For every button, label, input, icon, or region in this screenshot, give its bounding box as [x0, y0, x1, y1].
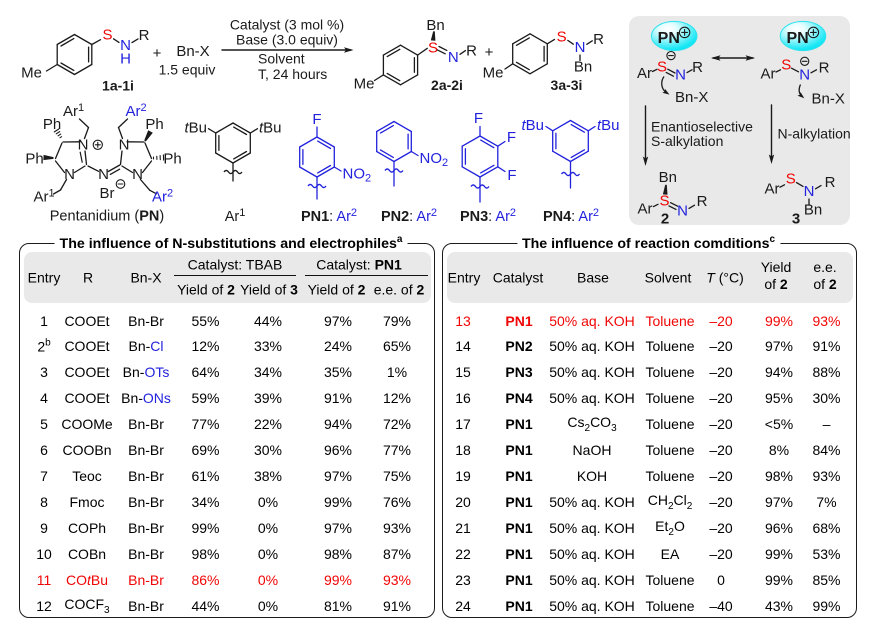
svg-text:N: N	[120, 37, 131, 54]
svg-text:Ar2: Ar2	[152, 188, 173, 206]
svg-text:Me: Me	[354, 76, 375, 93]
svg-text:S-alkylation: S-alkylation	[651, 133, 723, 149]
svg-text:Ar: Ar	[761, 66, 776, 83]
svg-text:N: N	[98, 166, 109, 183]
svg-text:NO2: NO2	[343, 166, 372, 185]
svg-text:1.5 equiv: 1.5 equiv	[159, 62, 216, 78]
svg-text:PN4: Ar2: PN4: Ar2	[543, 207, 599, 225]
svg-text:R: R	[819, 60, 830, 77]
svg-text:NO2: NO2	[420, 150, 449, 169]
svg-text:2a-2i: 2a-2i	[431, 77, 463, 93]
svg-text:S: S	[781, 57, 791, 74]
svg-text:Ar: Ar	[765, 181, 780, 198]
svg-text:PN3: Ar2: PN3: Ar2	[460, 207, 516, 225]
svg-text:2: 2	[661, 211, 669, 228]
svg-text:S: S	[657, 59, 667, 76]
svg-text:N: N	[448, 49, 459, 66]
svg-text:3: 3	[792, 211, 800, 228]
svg-text:Base (3.0 equiv): Base (3.0 equiv)	[236, 32, 338, 48]
svg-text:Bn-X: Bn-X	[176, 43, 209, 60]
svg-text:N: N	[119, 137, 130, 154]
svg-text:tBu: tBu	[521, 117, 544, 134]
svg-text:S: S	[102, 26, 112, 43]
svg-text:tBu: tBu	[184, 120, 207, 137]
svg-text:Ph: Ph	[145, 116, 163, 133]
svg-text:+: +	[153, 45, 162, 62]
svg-text:R: R	[139, 27, 150, 44]
svg-text:N: N	[675, 67, 686, 84]
svg-text:Ar: Ar	[638, 201, 653, 218]
svg-text:N: N	[575, 39, 586, 56]
svg-text:Ph: Ph	[43, 116, 61, 133]
svg-text:R: R	[692, 59, 703, 76]
svg-text:F: F	[507, 129, 516, 146]
svg-text:Bn-X: Bn-X	[812, 91, 845, 108]
svg-text:N: N	[804, 183, 815, 200]
svg-text:S: S	[557, 29, 567, 46]
svg-text:N: N	[677, 203, 688, 220]
svg-text:N: N	[799, 67, 810, 84]
svg-text:PN: PN	[658, 30, 680, 47]
svg-text:R: R	[466, 43, 477, 60]
svg-text:Ph: Ph	[25, 151, 43, 168]
svg-text:tBu: tBu	[597, 117, 620, 134]
svg-text:Bn-X: Bn-X	[675, 89, 708, 106]
svg-text:Ar1: Ar1	[33, 188, 54, 206]
svg-text:T, 24 hours: T, 24 hours	[258, 66, 327, 82]
svg-text:1a-1i: 1a-1i	[102, 77, 134, 93]
svg-text:F: F	[312, 111, 321, 128]
svg-text:R: R	[697, 193, 708, 210]
svg-text:Ar: Ar	[637, 65, 652, 82]
svg-text:N: N	[64, 166, 75, 183]
svg-text:S: S	[786, 171, 796, 188]
svg-text:tBu: tBu	[259, 120, 282, 137]
svg-text:F: F	[474, 110, 483, 127]
svg-text:Bn: Bn	[804, 202, 822, 219]
svg-text:+: +	[485, 44, 494, 61]
svg-text:Ar1: Ar1	[225, 207, 246, 225]
svg-text:Br: Br	[100, 185, 115, 202]
svg-text:Catalyst (3 mol %): Catalyst (3 mol %)	[230, 17, 344, 33]
svg-text:Bn: Bn	[426, 17, 444, 34]
svg-text:Bn: Bn	[574, 59, 592, 76]
svg-text:Pentanidium (PN): Pentanidium (PN)	[50, 209, 164, 225]
svg-text:N: N	[78, 137, 89, 154]
svg-text:PN2: Ar2: PN2: Ar2	[381, 207, 437, 225]
svg-text:Solvent: Solvent	[258, 51, 305, 67]
svg-text:Enantioselective: Enantioselective	[651, 119, 753, 135]
svg-text:PN1: Ar2: PN1: Ar2	[301, 207, 357, 225]
svg-text:3a-3i: 3a-3i	[551, 77, 583, 93]
svg-text:Me: Me	[483, 65, 504, 82]
svg-text:N: N	[132, 166, 143, 183]
svg-text:Ar1: Ar1	[63, 102, 84, 120]
svg-text:Ar2: Ar2	[125, 102, 146, 120]
svg-text:R: R	[825, 174, 836, 191]
svg-text:Me: Me	[21, 65, 42, 82]
svg-text:Ph: Ph	[163, 151, 181, 168]
svg-text:PN: PN	[786, 30, 808, 47]
svg-text:F: F	[507, 167, 516, 184]
svg-text:R: R	[593, 31, 604, 48]
svg-text:Bn: Bn	[659, 169, 677, 186]
svg-text:H: H	[120, 51, 131, 68]
svg-text:N-alkylation: N-alkylation	[778, 126, 851, 142]
svg-text:S: S	[659, 192, 669, 209]
svg-text:S: S	[428, 40, 438, 57]
